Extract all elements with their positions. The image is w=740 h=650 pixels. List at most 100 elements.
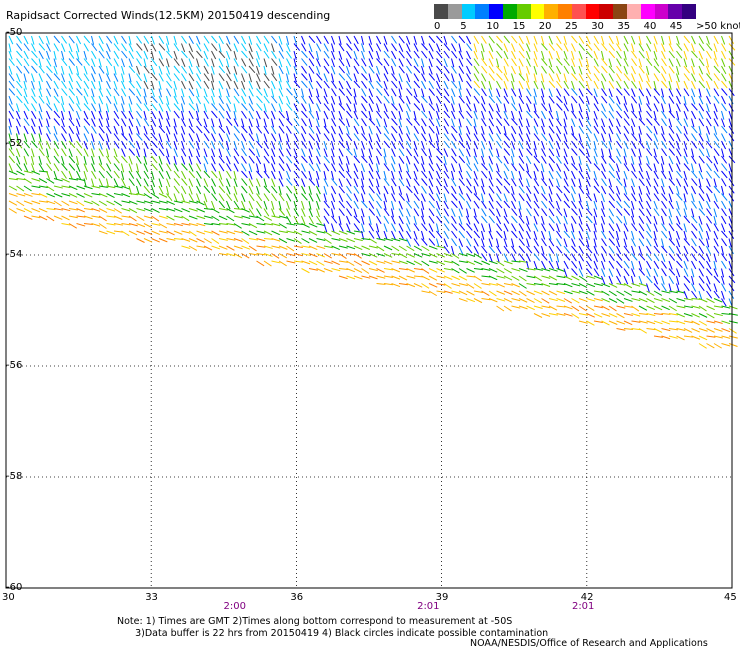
wind-barb xyxy=(533,50,538,60)
wind-barb xyxy=(571,73,578,81)
wind-barb xyxy=(676,73,680,83)
wind-barb xyxy=(526,245,533,254)
wind-barb xyxy=(61,155,65,165)
wind-barb xyxy=(466,110,473,119)
wind-barb xyxy=(683,73,690,82)
wind-barb xyxy=(443,35,448,45)
wind-barb xyxy=(61,133,67,142)
wind-barb xyxy=(196,140,200,150)
wind-barb xyxy=(676,275,680,285)
wind-barb xyxy=(68,103,74,112)
wind-barb xyxy=(301,58,308,66)
wind-barb xyxy=(653,125,658,135)
wind-barb xyxy=(481,170,488,179)
wind-barb xyxy=(68,58,76,66)
wind-barb xyxy=(616,163,620,173)
wind-barb xyxy=(601,65,608,74)
wind-barb xyxy=(391,193,396,202)
wind-barb xyxy=(53,140,60,149)
wind-barb xyxy=(136,95,142,104)
wind-barb xyxy=(428,215,435,224)
wind-barb xyxy=(398,148,405,157)
wind-barb xyxy=(158,223,168,229)
wind-barb xyxy=(353,223,360,232)
wind-barb xyxy=(548,103,552,113)
wind-barb xyxy=(61,178,70,183)
wind-barb xyxy=(713,253,717,263)
wind-barb xyxy=(556,208,563,216)
wind-barb xyxy=(593,110,598,120)
wind-barb xyxy=(203,148,208,158)
wind-barb xyxy=(256,155,262,165)
wind-barb xyxy=(158,163,164,172)
wind-barb xyxy=(83,88,89,97)
wind-barb xyxy=(53,80,59,90)
wind-barb xyxy=(391,155,396,165)
wind-barb xyxy=(188,58,193,68)
wind-barb xyxy=(308,208,313,217)
wind-barb xyxy=(706,88,711,97)
wind-barb xyxy=(233,35,240,44)
wind-barb xyxy=(593,140,597,150)
wind-barb xyxy=(541,253,548,261)
wind-barb xyxy=(301,178,306,188)
wind-barb xyxy=(248,230,258,236)
wind-barb xyxy=(653,320,663,325)
wind-barb xyxy=(533,208,540,217)
wind-barb xyxy=(526,43,531,52)
wind-barb xyxy=(346,65,350,75)
wind-barb xyxy=(196,58,200,68)
wind-barb xyxy=(166,80,173,89)
wind-barb xyxy=(98,80,102,90)
wind-barb xyxy=(541,73,545,83)
wind-barb xyxy=(518,268,528,273)
wind-barb xyxy=(271,95,278,104)
wind-barb xyxy=(323,73,328,83)
wind-barb xyxy=(653,88,661,96)
wind-barb xyxy=(436,88,443,97)
wind-barb xyxy=(653,148,657,158)
wind-barb xyxy=(511,193,517,202)
wind-barb xyxy=(323,103,330,111)
wind-barb xyxy=(173,193,178,203)
wind-barb xyxy=(548,200,555,209)
wind-barb xyxy=(616,103,623,112)
wind-barb xyxy=(173,230,183,235)
wind-barb xyxy=(601,148,604,158)
wind-barb xyxy=(488,178,494,187)
wind-barb xyxy=(188,200,198,204)
wind-barb xyxy=(158,103,164,112)
wind-barb xyxy=(188,35,194,45)
wind-barb xyxy=(451,215,457,224)
wind-barb xyxy=(683,253,689,262)
wind-barb xyxy=(668,95,675,104)
wind-barb xyxy=(166,133,170,143)
wind-barb xyxy=(451,125,458,134)
wind-barb xyxy=(308,163,315,172)
wind-barb xyxy=(661,230,668,239)
wind-barb xyxy=(563,43,569,52)
wind-barb xyxy=(661,170,667,179)
wind-barb xyxy=(166,35,170,45)
wind-barb xyxy=(646,65,650,75)
wind-barb xyxy=(728,103,734,112)
wind-barb xyxy=(16,80,23,89)
wind-barb xyxy=(593,73,600,82)
wind-barb xyxy=(188,80,194,90)
wind-barb xyxy=(398,245,407,252)
wind-barb xyxy=(271,245,281,249)
wind-barb xyxy=(683,50,688,60)
wind-barb xyxy=(571,215,577,224)
wind-barb xyxy=(233,43,239,52)
wind-barb xyxy=(316,110,320,120)
wind-barb xyxy=(533,223,539,232)
wind-barb xyxy=(698,230,703,240)
wind-barb xyxy=(143,110,147,120)
wind-barb xyxy=(466,185,473,194)
wind-barb xyxy=(188,245,198,251)
wind-barb xyxy=(323,238,332,244)
wind-barb xyxy=(706,133,710,143)
wind-barb xyxy=(286,230,296,234)
wind-barb xyxy=(571,298,580,304)
wind-barb xyxy=(143,73,148,83)
